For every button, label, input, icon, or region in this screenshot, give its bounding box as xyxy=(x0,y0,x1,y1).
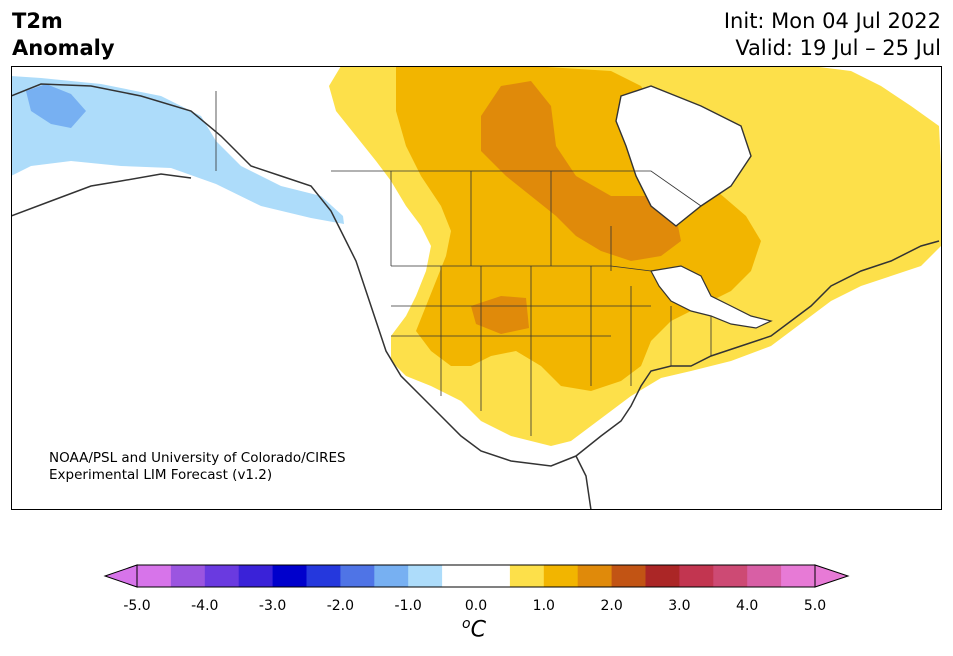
colorbar-segment xyxy=(272,565,307,587)
colorbar-segment xyxy=(204,565,240,587)
map-frame xyxy=(11,66,942,510)
colorbar-segment xyxy=(747,565,782,587)
colorbar-extend-min xyxy=(103,564,138,588)
colorbar-outline xyxy=(136,564,816,588)
credit-line-2: Experimental LIM Forecast (v1.2) xyxy=(49,467,273,483)
colorbar-tick-label: 3.0 xyxy=(668,598,691,614)
forecast-dates: Init: Mon 04 Jul 2022 Valid: 19 Jul – 25… xyxy=(724,8,941,62)
colorbar-segment xyxy=(137,565,172,587)
colorbar-tick-label: 5.0 xyxy=(803,598,827,614)
warm-anomaly-strong-west xyxy=(471,296,529,334)
colorbar-segment xyxy=(374,565,409,587)
colorbar-tick-label: 2.0 xyxy=(600,598,623,614)
great-lakes xyxy=(650,265,773,329)
title-line-2: Anomaly xyxy=(12,36,115,60)
coastline xyxy=(11,83,940,510)
colorbar-segment xyxy=(509,565,545,587)
colorbar-tick-label: -4.0 xyxy=(191,598,219,614)
warm-anomaly-strong xyxy=(481,81,681,261)
colorbar-segment xyxy=(340,565,375,587)
colorbar-segment xyxy=(713,565,748,587)
init-date: Init: Mon 04 Jul 2022 xyxy=(723,9,941,33)
colorbar-segment xyxy=(408,565,443,587)
colorbar-segment xyxy=(781,565,816,587)
colorbar-unit: oC xyxy=(462,616,486,642)
colorbar-tick-label: -5.0 xyxy=(123,598,151,614)
unit-degree: o xyxy=(462,616,471,632)
colorbar-segment xyxy=(611,565,646,587)
colorbar-segment xyxy=(238,565,274,587)
borders xyxy=(215,91,712,436)
colorbar-segment xyxy=(476,565,511,587)
colorbar-segment xyxy=(543,565,579,587)
unit-base: C xyxy=(470,617,486,643)
credit-text: NOAA/PSL and University of Colorado/CIRE… xyxy=(49,450,346,484)
title-line-1: T2m xyxy=(12,9,63,33)
colorbar-segment xyxy=(306,565,341,587)
colorbar-tick-label: 4.0 xyxy=(736,598,759,614)
credit-line-1: NOAA/PSL and University of Colorado/CIRE… xyxy=(49,450,346,466)
colorbar xyxy=(103,564,850,588)
map-title: T2m Anomaly xyxy=(12,8,115,62)
colorbar-tick-label: 0.0 xyxy=(464,598,488,614)
colorbar-segment xyxy=(170,565,206,587)
colorbar-segment xyxy=(577,565,613,587)
colorbar-tick-label: -2.0 xyxy=(326,598,355,614)
colorbar-segment xyxy=(645,565,680,587)
colorbar-tick-label: -3.0 xyxy=(258,598,287,614)
colorbar-extend-max xyxy=(814,564,850,588)
colorbar-tick-label: 1.0 xyxy=(532,598,555,614)
cold-anomaly-light xyxy=(11,76,344,224)
colorbar-segment xyxy=(442,565,477,587)
cold-anomaly-medium xyxy=(26,84,86,128)
valid-range: Valid: 19 Jul – 25 Jul xyxy=(735,36,941,60)
colorbar-tick-label: -1.0 xyxy=(394,598,422,614)
anomaly-map xyxy=(11,66,942,510)
colorbar-segment xyxy=(679,565,714,587)
